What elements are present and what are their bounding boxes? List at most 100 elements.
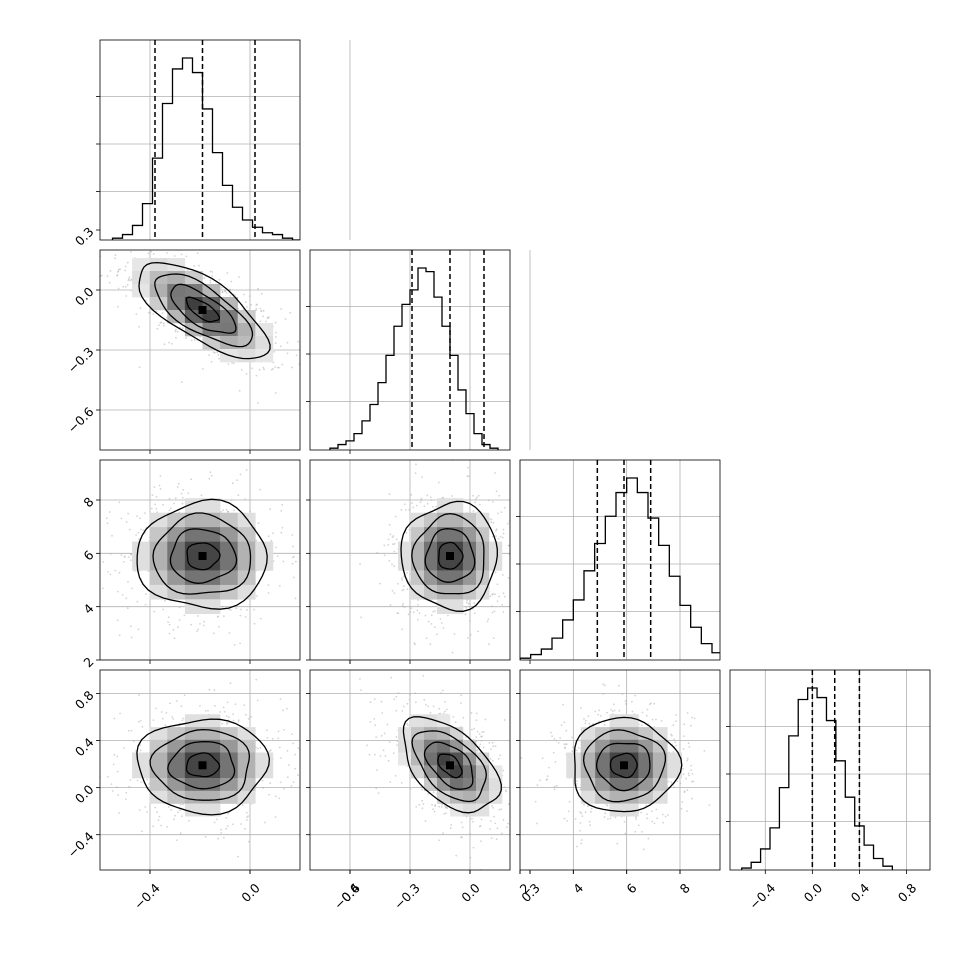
scatter-frame [99,459,301,661]
scatter-point [682,773,685,776]
scatter-point [173,502,175,505]
scatter-point [393,550,396,553]
scatter-point [475,498,477,500]
density-cell [463,765,477,779]
scatter-point [455,854,458,857]
scatter-point [690,764,693,767]
density-cell [184,765,203,779]
scatter-point [168,632,171,635]
scatter-point [110,783,113,785]
scatter-point [140,528,142,531]
scatter-point [476,730,479,733]
scatter-point [611,710,614,712]
scatter-point [213,821,216,824]
density-cell [202,297,221,311]
scatter-point [690,769,693,772]
scatter-point [217,625,220,628]
scatter-point [492,592,494,595]
scatter-point [123,555,126,558]
scatter-point [257,287,259,290]
scatter-point [273,350,275,353]
scatter-point [478,733,481,735]
x-tick-label: 8 [677,880,693,896]
scatter-point [230,280,233,283]
scatter-point [401,589,404,592]
scatter-point [120,554,123,556]
scatter-point [125,237,127,239]
scatter-point [179,803,182,806]
scatter-point [138,721,140,723]
scatter-point [676,780,679,783]
scatter-point [130,729,133,732]
scatter-point [434,610,436,612]
scatter-point [430,614,433,617]
scatter-point [222,706,225,709]
scatter-point [443,813,446,815]
scatter-point [245,713,247,716]
scatter-point [167,621,170,623]
scatter-point [576,780,578,782]
scatter-point [93,816,95,818]
scatter-point [207,709,209,712]
scatter-point [291,733,293,735]
scatter-point [499,754,502,757]
scatter-panel-1-0 [38,214,351,454]
density-cell [237,541,256,557]
density-cell [149,258,168,272]
scatter-point [418,803,421,806]
scatter-point [553,738,556,740]
scatter-point [294,767,297,770]
scatter-point [274,321,277,324]
scatter-point [607,818,609,820]
scatter-point [278,584,281,587]
scatter-point [402,588,405,591]
scatter-point [232,823,234,826]
scatter-point [402,602,404,605]
scatter-point [38,214,40,216]
scatter-point [507,803,510,806]
scatter-point [415,701,417,704]
scatter-point [222,509,225,512]
scatter-point [525,830,527,832]
scatter-point [291,562,294,565]
density-cell [167,284,186,298]
scatter-point [492,521,495,524]
scatter-point [168,341,171,344]
scatter-point [660,720,663,722]
density-cell [184,556,203,571]
scatter-point [406,702,409,705]
scatter-point [495,529,497,532]
scatter-point [598,709,600,712]
scatter-point [689,724,692,727]
scatter-point [272,367,274,370]
scatter-point [432,705,435,708]
scatter-point [219,711,222,713]
scatter-point [392,535,395,537]
density-cell [184,714,203,728]
scatter-point [242,293,245,296]
scatter-point [661,813,664,816]
scatter-point [163,343,166,346]
scatter-point [441,689,444,692]
scatter-point [527,816,529,818]
scatter-point [393,698,396,701]
scatter-point [168,623,171,626]
scatter-point [482,746,485,749]
scatter-point [423,505,426,508]
scatter-point [275,336,277,338]
scatter-point [118,501,121,504]
scatter-point [469,633,472,636]
scatter-point [412,611,415,614]
scatter-point [427,705,430,708]
scatter-point [507,577,510,579]
x-tick-label: 6 [623,880,639,896]
contour-level-3 [136,498,268,610]
density-cell [237,323,256,337]
scatter-point [414,692,416,694]
scatter-point [177,626,179,629]
scatter-point [159,321,162,324]
density-cell [132,284,150,298]
scatter-point [554,761,557,763]
scatter-point [173,637,176,639]
scatter-point [415,806,418,808]
